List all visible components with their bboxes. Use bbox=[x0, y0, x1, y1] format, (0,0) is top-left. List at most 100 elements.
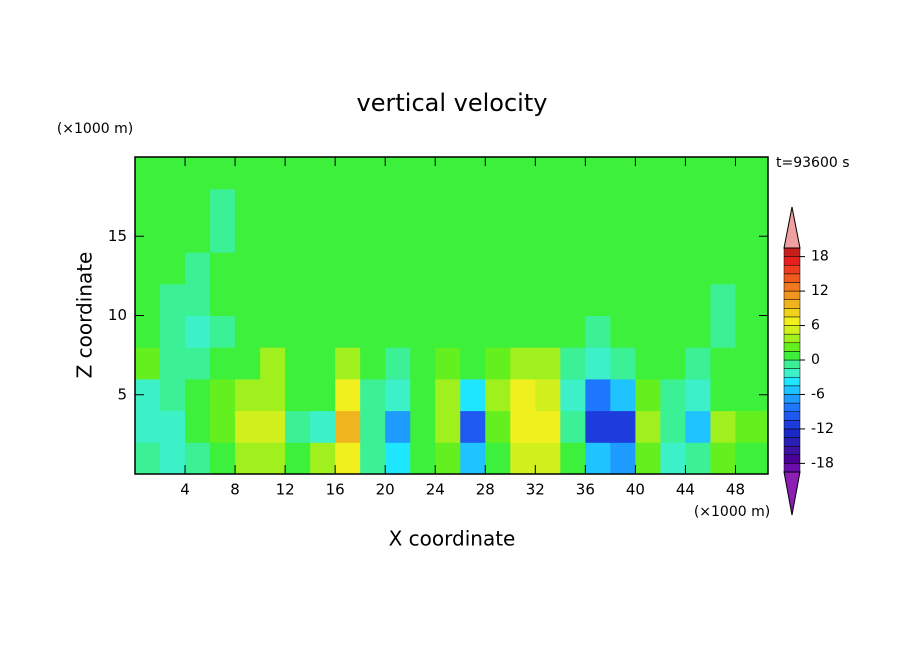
cell bbox=[335, 315, 361, 348]
cell bbox=[135, 157, 161, 190]
cell bbox=[285, 315, 311, 348]
colorbar-band bbox=[783, 463, 801, 473]
cell bbox=[360, 157, 386, 190]
colorbar-tick-label: 0 bbox=[811, 352, 820, 368]
cell bbox=[435, 188, 461, 221]
cell bbox=[410, 252, 436, 285]
cell bbox=[235, 283, 261, 316]
cell bbox=[310, 378, 336, 412]
cell bbox=[585, 283, 611, 316]
cell bbox=[210, 188, 236, 221]
colorbar-tick-label: 12 bbox=[811, 283, 829, 299]
colorbar-over bbox=[783, 206, 801, 249]
cell bbox=[460, 442, 486, 474]
cell bbox=[560, 347, 586, 380]
colorbar-band bbox=[783, 411, 801, 421]
cell bbox=[235, 410, 261, 443]
cell bbox=[260, 378, 286, 412]
cell bbox=[535, 442, 561, 474]
x-tick-label: 4 bbox=[180, 481, 190, 499]
cell bbox=[260, 157, 286, 190]
cell bbox=[660, 378, 686, 412]
cell bbox=[235, 442, 261, 474]
cell bbox=[635, 315, 661, 348]
cell bbox=[360, 283, 386, 316]
colorbar-tick-label: 18 bbox=[811, 249, 829, 265]
cell bbox=[360, 315, 386, 348]
cell bbox=[510, 378, 536, 412]
cell bbox=[685, 188, 711, 221]
cell bbox=[235, 220, 261, 253]
cell bbox=[185, 347, 211, 380]
cell bbox=[460, 188, 486, 221]
cell bbox=[385, 347, 411, 380]
colorbar-band bbox=[783, 333, 801, 344]
x-tick-label: 32 bbox=[526, 481, 545, 499]
cell bbox=[335, 283, 361, 316]
cell bbox=[135, 283, 161, 316]
cell bbox=[585, 347, 611, 380]
colorbar-band bbox=[783, 359, 801, 369]
cell bbox=[560, 315, 586, 348]
cell bbox=[735, 157, 768, 190]
cell bbox=[135, 442, 161, 474]
cell bbox=[160, 378, 186, 412]
cell bbox=[235, 188, 261, 221]
cell bbox=[335, 442, 361, 474]
x-tick-label: 44 bbox=[676, 481, 695, 499]
colorbar-under bbox=[783, 471, 801, 516]
cell bbox=[585, 442, 611, 474]
cell bbox=[160, 347, 186, 380]
cell bbox=[685, 410, 711, 443]
cell bbox=[660, 442, 686, 474]
cell bbox=[285, 157, 311, 190]
cell bbox=[410, 378, 436, 412]
cell bbox=[710, 220, 736, 253]
cell bbox=[435, 378, 461, 412]
cell bbox=[460, 315, 486, 348]
cell bbox=[385, 378, 411, 412]
cell bbox=[360, 188, 386, 221]
colorbar-band bbox=[783, 394, 801, 404]
cell bbox=[485, 220, 511, 253]
colorbar-band bbox=[783, 325, 801, 335]
cell bbox=[185, 442, 211, 474]
cell bbox=[260, 252, 286, 285]
cell bbox=[210, 283, 236, 316]
cell bbox=[685, 347, 711, 380]
cell bbox=[360, 347, 386, 380]
cell bbox=[185, 315, 211, 348]
cell bbox=[560, 188, 586, 221]
cell bbox=[585, 252, 611, 285]
cell bbox=[160, 315, 186, 348]
cell bbox=[235, 252, 261, 285]
cell bbox=[660, 220, 686, 253]
cell bbox=[385, 188, 411, 221]
cell bbox=[285, 220, 311, 253]
x-tick-label: 16 bbox=[326, 481, 345, 499]
cell bbox=[460, 252, 486, 285]
cell bbox=[510, 220, 536, 253]
cell bbox=[535, 410, 561, 443]
cell bbox=[535, 188, 561, 221]
y-tick-label: 10 bbox=[108, 306, 127, 324]
cell bbox=[410, 283, 436, 316]
cell bbox=[510, 410, 536, 443]
cell bbox=[235, 347, 261, 380]
colorbar-band bbox=[783, 316, 801, 326]
cell bbox=[635, 283, 661, 316]
cell bbox=[260, 220, 286, 253]
colorbar-band bbox=[783, 351, 801, 361]
colorbar-band bbox=[783, 282, 801, 292]
cell bbox=[585, 220, 611, 253]
colorbar-band bbox=[783, 273, 801, 283]
cell bbox=[585, 188, 611, 221]
colorbar-band bbox=[783, 342, 801, 352]
cell bbox=[560, 410, 586, 443]
x-tick-label: 12 bbox=[276, 481, 295, 499]
cell bbox=[660, 315, 686, 348]
cell bbox=[310, 157, 336, 190]
cell bbox=[710, 347, 736, 380]
cell bbox=[485, 315, 511, 348]
cell bbox=[385, 442, 411, 474]
